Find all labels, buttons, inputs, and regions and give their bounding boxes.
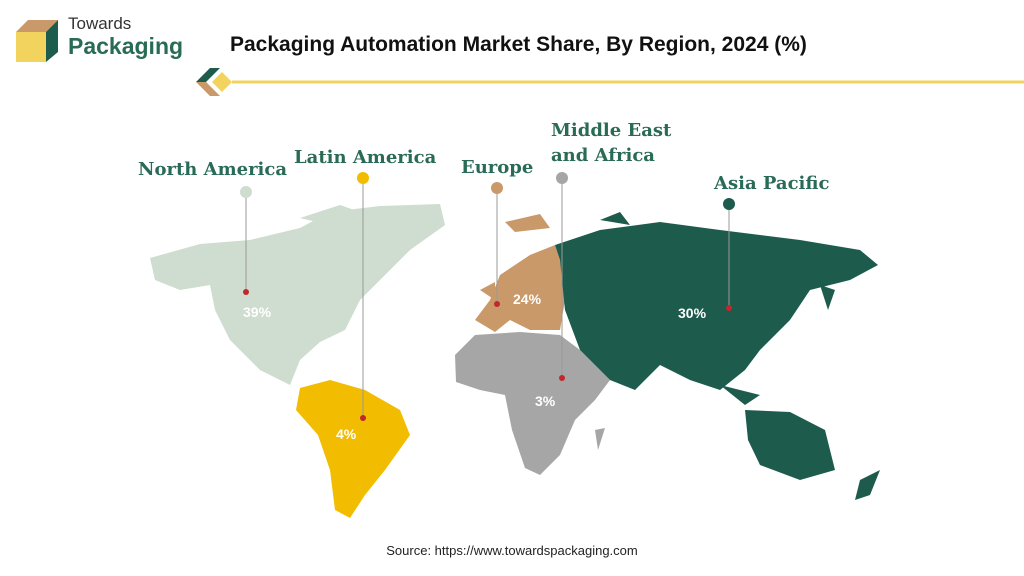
region-middle-east-africa[interactable] — [455, 332, 610, 475]
label-europe: Europe — [461, 157, 534, 178]
pin-north-america — [240, 186, 252, 198]
region-europe[interactable] — [475, 214, 565, 332]
pin-europe — [491, 182, 503, 194]
brand-line1: Towards — [68, 14, 132, 33]
label-mea-line2: and Africa — [551, 145, 655, 166]
pin-latin-america — [357, 172, 369, 184]
value-asia-pacific: 30% — [678, 305, 707, 321]
region-latin-america[interactable] — [296, 380, 410, 518]
value-latin-america: 4% — [336, 426, 357, 442]
label-mea-line1: Middle East — [551, 120, 672, 141]
pin-mea — [556, 172, 568, 184]
label-latin-america: Latin America — [294, 147, 437, 168]
chart-title: Packaging Automation Market Share, By Re… — [230, 33, 807, 56]
logo-icon — [16, 20, 58, 62]
header-divider — [196, 68, 1024, 96]
region-north-america[interactable] — [150, 204, 445, 385]
brand-line2: Packaging — [68, 33, 184, 59]
pin-asia-pacific — [723, 198, 735, 210]
source-text: Source: https://www.towardspackaging.com — [386, 543, 638, 558]
value-mea: 3% — [535, 393, 556, 409]
region-asia-pacific[interactable] — [555, 212, 880, 500]
value-europe: 24% — [513, 291, 542, 307]
label-north-america: North America — [138, 159, 288, 180]
label-asia-pacific: Asia Pacific — [714, 173, 830, 194]
value-north-america: 39% — [243, 304, 272, 320]
